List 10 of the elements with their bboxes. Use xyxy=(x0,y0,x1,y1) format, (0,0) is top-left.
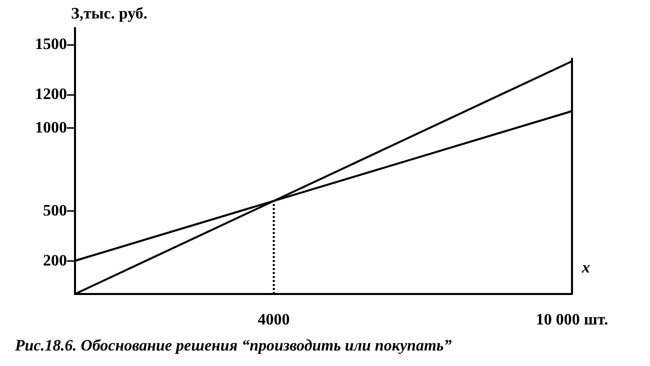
y-tick-label: 1000 xyxy=(35,119,67,136)
y-axis-title: З,тыс. руб. xyxy=(71,6,148,22)
y-tick-label: 1200 xyxy=(35,86,67,103)
y-tick-label: 1500 xyxy=(35,36,67,54)
x-tick-label: 4000 xyxy=(258,312,290,328)
y-tick-label: 200 xyxy=(43,252,67,270)
x-tick-label: 10 000 шт. xyxy=(536,312,608,328)
text: Рис.18.6. Обоснование решения “производить или покупать” xyxy=(14,338,452,354)
y-tick-label: 500 xyxy=(43,202,67,220)
x-axis-title: x xyxy=(581,260,590,276)
